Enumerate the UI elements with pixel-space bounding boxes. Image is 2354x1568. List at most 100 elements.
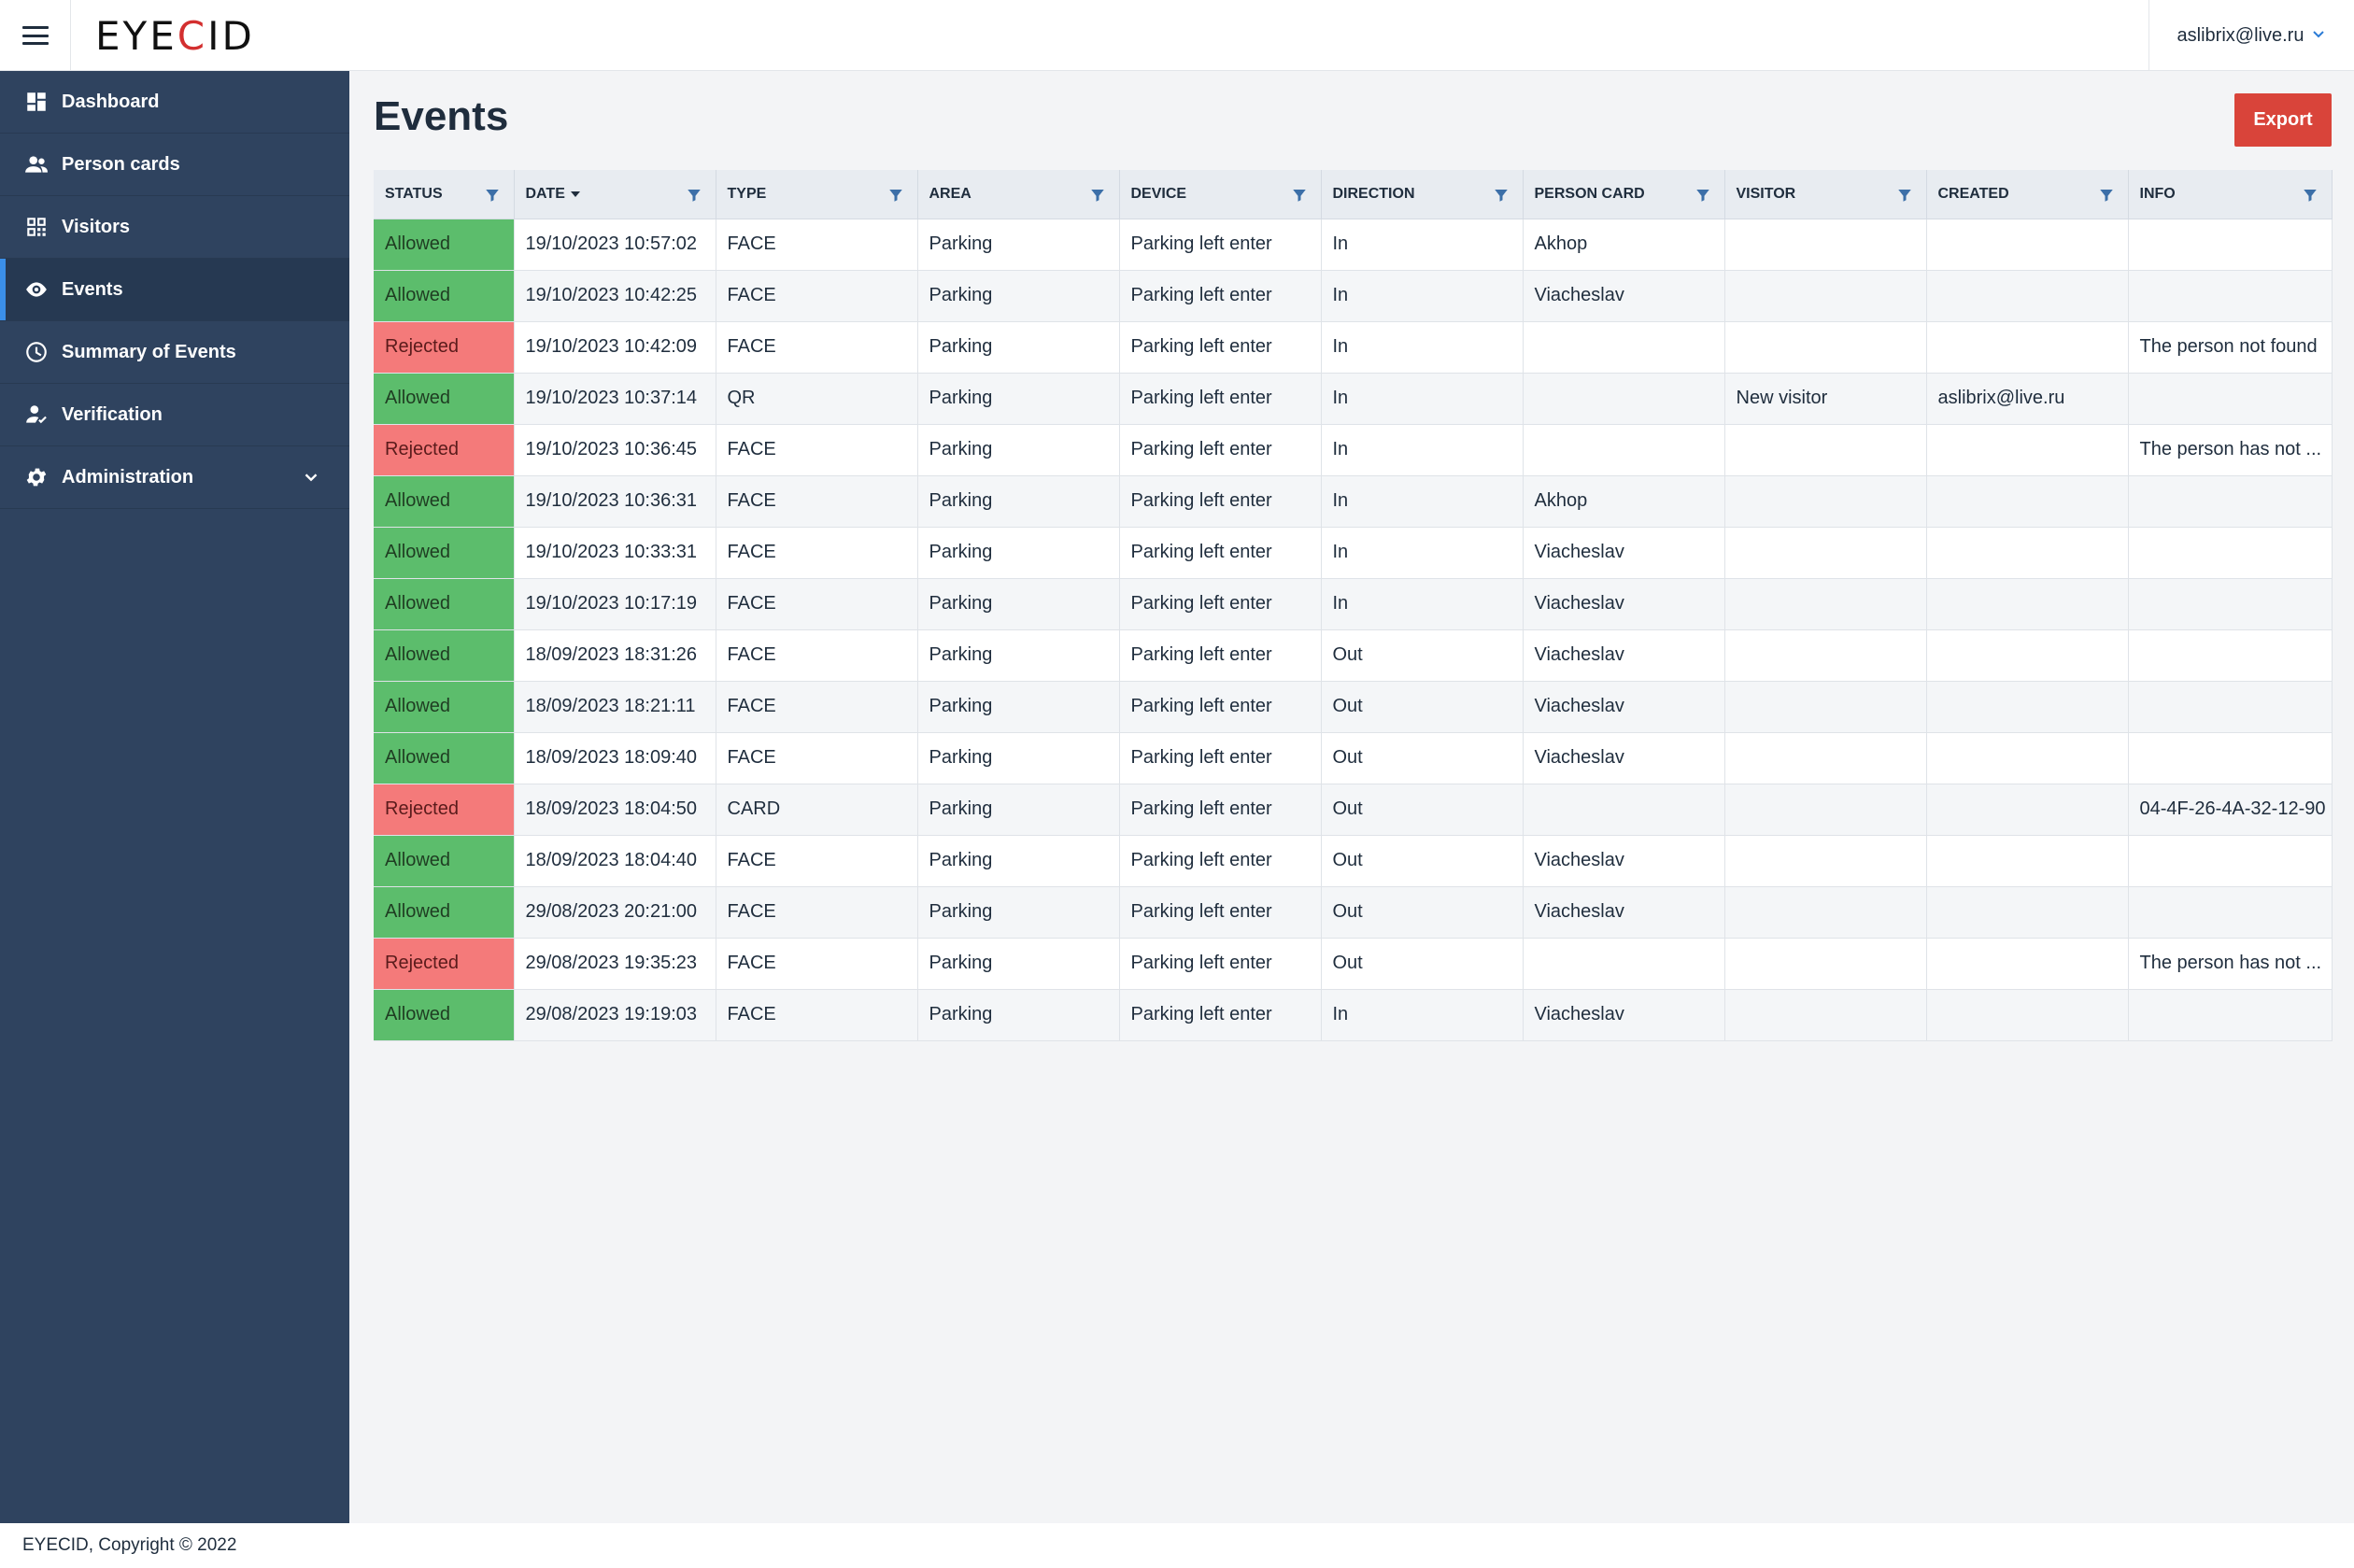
- cell-area: Parking: [917, 475, 1120, 528]
- column-header-label: CREATED: [1937, 185, 2009, 202]
- cell-type: FACE: [716, 270, 918, 322]
- gear-icon: [24, 465, 49, 489]
- menu-toggle-button[interactable]: [0, 0, 71, 71]
- filter-icon[interactable]: [686, 187, 702, 204]
- user-menu[interactable]: aslibrix@live.ru: [2148, 0, 2354, 71]
- logo-accent: C: [177, 12, 208, 59]
- table-row[interactable]: Allowed 18/09/2023 18:21:11 FACE Parking Par…: [374, 681, 2333, 733]
- column-header-device[interactable]: DEVICE: [1119, 170, 1322, 219]
- filter-icon[interactable]: [1896, 187, 1913, 204]
- cell-visitor: [1724, 219, 1927, 271]
- cell-created: [1926, 938, 2129, 990]
- table-row[interactable]: Allowed 19/10/2023 10:42:25 FACE Parking Par…: [374, 270, 2333, 322]
- column-header-direction[interactable]: DIRECTION: [1321, 170, 1524, 219]
- cell-area: Parking: [917, 424, 1120, 476]
- cell-date: 18/09/2023 18:09:40: [514, 732, 716, 784]
- filter-icon[interactable]: [2098, 187, 2115, 204]
- cell-direction: Out: [1321, 784, 1524, 836]
- cell-visitor: [1724, 270, 1927, 322]
- column-header-date[interactable]: DATE: [514, 170, 716, 219]
- export-button[interactable]: Export: [2234, 93, 2332, 147]
- sidebar-item-label: Summary of Events: [62, 341, 236, 362]
- cell-date: 19/10/2023 10:36:31: [514, 475, 716, 528]
- sidebar-item-administration[interactable]: Administration: [0, 446, 349, 509]
- filter-icon[interactable]: [2302, 187, 2319, 204]
- cell-type: QR: [716, 373, 918, 425]
- cell-info: The person has not ...: [2128, 938, 2333, 990]
- chevron-down-icon: [301, 467, 321, 493]
- table-row[interactable]: Allowed 18/09/2023 18:04:40 FACE Parking Par…: [374, 835, 2333, 887]
- column-header-type[interactable]: TYPE: [716, 170, 918, 219]
- table-row[interactable]: Allowed 19/10/2023 10:57:02 FACE Parking Par…: [374, 219, 2333, 271]
- cell-person-card: [1523, 373, 1725, 425]
- sidebar-item-verification[interactable]: Verification: [0, 384, 349, 446]
- table-row[interactable]: Allowed 29/08/2023 20:21:00 FACE Parking Par…: [374, 886, 2333, 939]
- sidebar-item-dashboard[interactable]: Dashboard: [0, 71, 349, 134]
- column-header-person-card[interactable]: PERSON CARD: [1523, 170, 1725, 219]
- filter-icon[interactable]: [1493, 187, 1510, 204]
- filter-icon[interactable]: [1695, 187, 1711, 204]
- sidebar-item-person-cards[interactable]: Person cards: [0, 134, 349, 196]
- cell-type: FACE: [716, 886, 918, 939]
- cell-status: Allowed: [374, 835, 515, 887]
- table-row[interactable]: Allowed 19/10/2023 10:37:14 QR Parking Parki…: [374, 373, 2333, 425]
- cell-visitor: [1724, 578, 1927, 630]
- cell-info: [2128, 629, 2333, 682]
- table-row[interactable]: Rejected 29/08/2023 19:35:23 FACE Parking Pa…: [374, 938, 2333, 990]
- cell-created: [1926, 527, 2129, 579]
- cell-visitor: [1724, 475, 1927, 528]
- cell-created: [1926, 886, 2129, 939]
- cell-person-card: Viacheslav: [1523, 681, 1725, 733]
- cell-person-card: Viacheslav: [1523, 835, 1725, 887]
- cell-direction: In: [1321, 424, 1524, 476]
- table-row[interactable]: Allowed 19/10/2023 10:17:19 FACE Parking Par…: [374, 578, 2333, 630]
- filter-icon[interactable]: [1291, 187, 1308, 204]
- cell-person-card: Viacheslav: [1523, 886, 1725, 939]
- column-header-status[interactable]: STATUS: [374, 170, 515, 219]
- column-header-created[interactable]: CREATED: [1926, 170, 2129, 219]
- cell-type: FACE: [716, 629, 918, 682]
- column-header-area[interactable]: AREA: [917, 170, 1120, 219]
- column-header-label: AREA: [929, 185, 971, 202]
- cell-area: Parking: [917, 578, 1120, 630]
- table-row[interactable]: Allowed 19/10/2023 10:33:31 FACE Parking Par…: [374, 527, 2333, 579]
- table-row[interactable]: Allowed 18/09/2023 18:31:26 FACE Parking Par…: [374, 629, 2333, 682]
- cell-created: [1926, 578, 2129, 630]
- sidebar-item-label: Visitors: [62, 216, 130, 237]
- column-header-visitor[interactable]: VISITOR: [1724, 170, 1927, 219]
- cell-status: Allowed: [374, 681, 515, 733]
- cell-person-card: Viacheslav: [1523, 527, 1725, 579]
- filter-icon[interactable]: [887, 187, 904, 204]
- cell-created: [1926, 321, 2129, 374]
- table-row[interactable]: Allowed 29/08/2023 19:19:03 FACE Parking Par…: [374, 989, 2333, 1041]
- cell-visitor: [1724, 527, 1927, 579]
- cell-status: Allowed: [374, 886, 515, 939]
- cell-visitor: [1724, 938, 1927, 990]
- table-row[interactable]: Rejected 18/09/2023 18:04:50 CARD Parking Pa…: [374, 784, 2333, 836]
- table-row[interactable]: Rejected 19/10/2023 10:36:45 FACE Parking Pa…: [374, 424, 2333, 476]
- column-header-label: STATUS: [385, 185, 443, 202]
- filter-icon[interactable]: [484, 187, 501, 204]
- cell-created: [1926, 989, 2129, 1041]
- table-row[interactable]: Allowed 18/09/2023 18:09:40 FACE Parking Par…: [374, 732, 2333, 784]
- page-title: Events: [374, 93, 509, 139]
- table-row[interactable]: Rejected 19/10/2023 10:42:09 FACE Parking Pa…: [374, 321, 2333, 374]
- cell-status: Rejected: [374, 784, 515, 836]
- sidebar-item-events[interactable]: Events: [0, 259, 349, 321]
- person-check-icon: [24, 403, 49, 427]
- filter-icon[interactable]: [1089, 187, 1106, 204]
- cell-info: 04-4F-26-4A-32-12-90: [2128, 784, 2333, 836]
- cell-person-card: [1523, 424, 1725, 476]
- events-table: STATUS DATE TYPE AREA DEVICE DIRECTION PERSON …: [374, 170, 2333, 1041]
- cell-person-card: [1523, 784, 1725, 836]
- sidebar-item-visitors[interactable]: Visitors: [0, 196, 349, 259]
- column-header-info[interactable]: INFO: [2128, 170, 2333, 219]
- app-logo[interactable]: EYE C ID: [95, 12, 255, 59]
- cell-created: [1926, 475, 2129, 528]
- cell-status: Allowed: [374, 732, 515, 784]
- cell-type: FACE: [716, 938, 918, 990]
- table-row[interactable]: Allowed 19/10/2023 10:36:31 FACE Parking Par…: [374, 475, 2333, 528]
- cell-type: FACE: [716, 732, 918, 784]
- cell-person-card: Viacheslav: [1523, 629, 1725, 682]
- sidebar-item-summary-of-events[interactable]: Summary of Events: [0, 321, 349, 384]
